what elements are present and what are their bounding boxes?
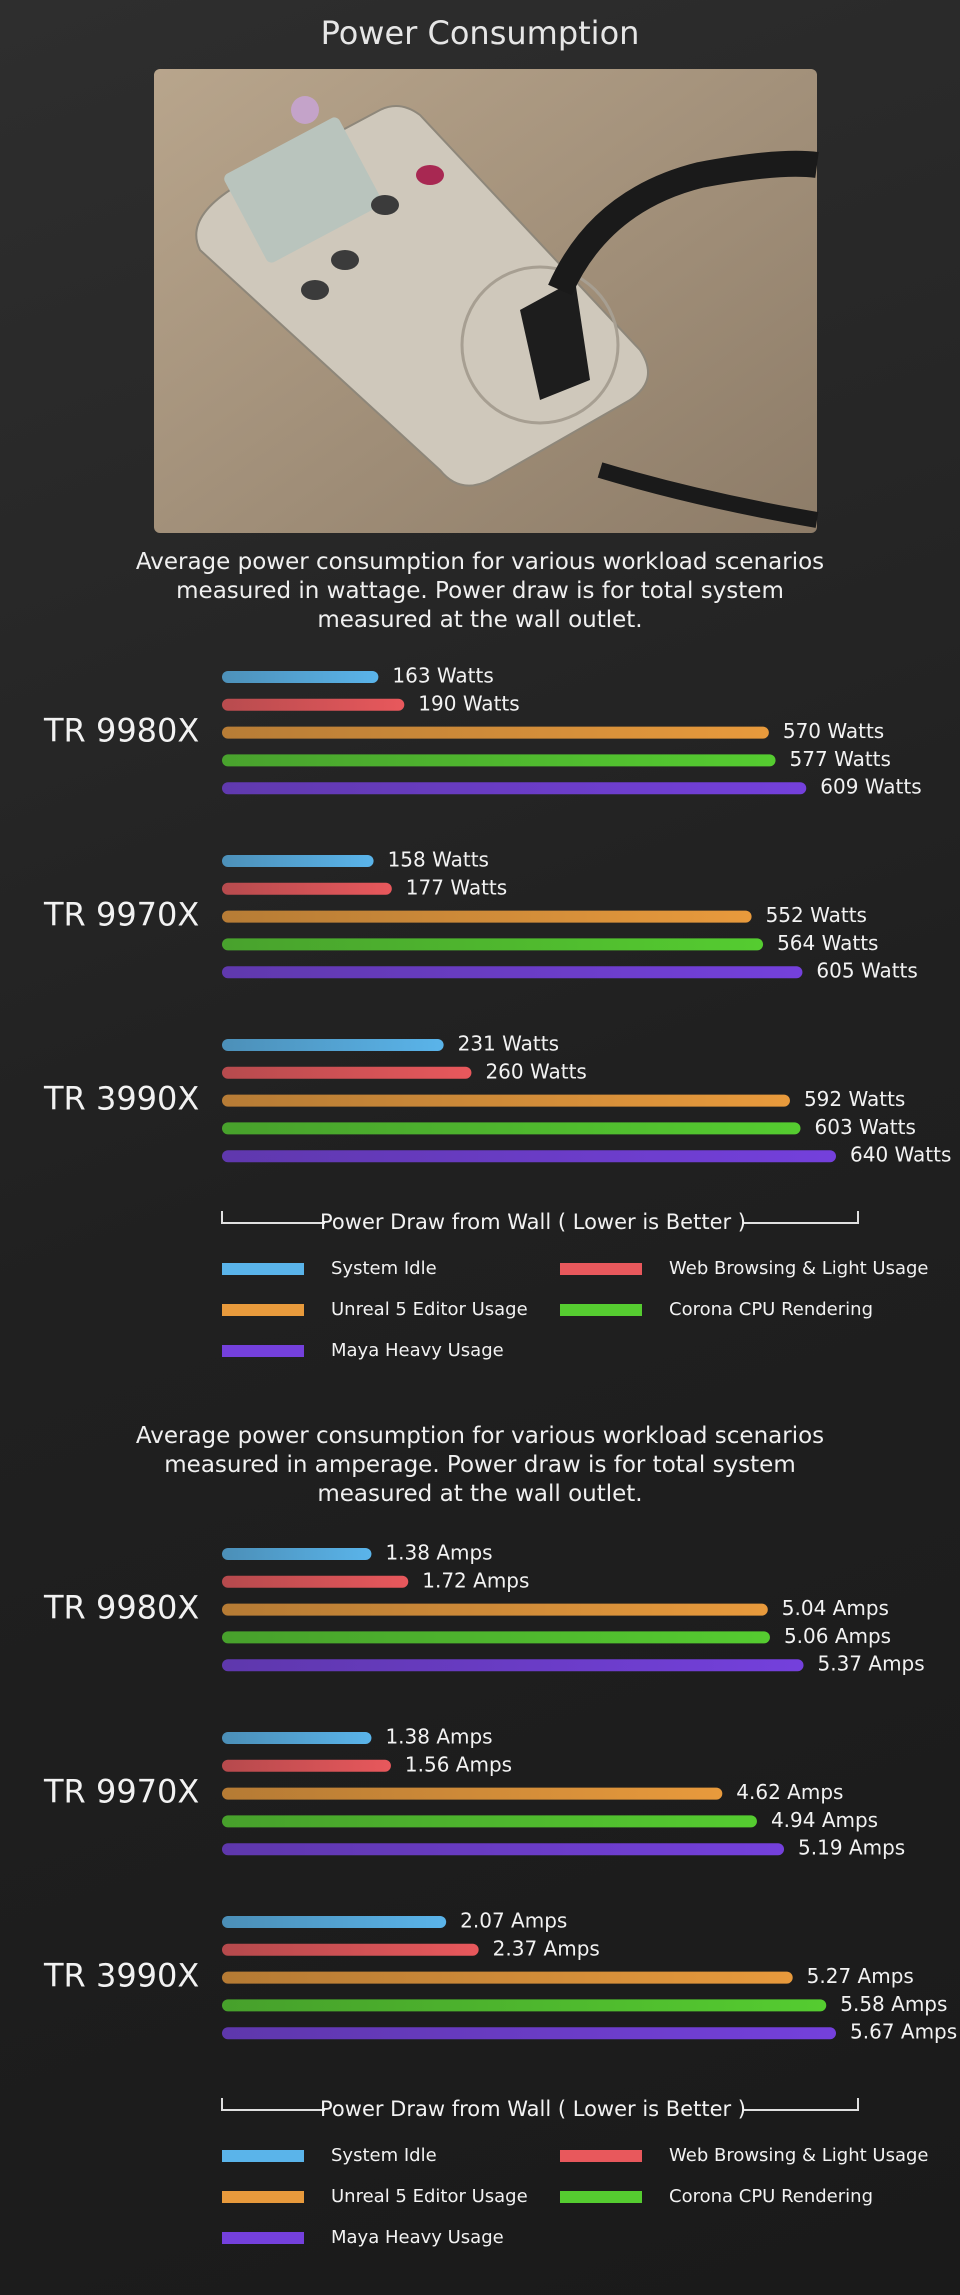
value-label: 605 Watts <box>816 959 917 983</box>
bar <box>222 855 374 867</box>
category-label: TR 3990X <box>43 1957 199 1995</box>
chart-caption: Average power consumption for various wo… <box>135 1423 825 1507</box>
value-label: 190 Watts <box>418 691 519 715</box>
category-label: TR 9970X <box>43 896 199 934</box>
value-label: 1.38 Amps <box>385 1541 492 1565</box>
bar <box>222 1759 391 1772</box>
category-label: TR 3990X <box>43 1080 199 1118</box>
axis-bracket <box>743 2098 859 2111</box>
legend-label: System Idle <box>331 1258 437 1279</box>
value-label: 5.67 Amps <box>850 2020 957 2044</box>
value-label: 570 Watts <box>783 719 884 743</box>
legend-swatch <box>560 2150 642 2162</box>
page-title: Power Consumption <box>321 14 640 52</box>
bar <box>222 1787 723 1800</box>
bar <box>222 671 379 683</box>
value-label: 2.07 Amps <box>460 1909 567 1933</box>
legend-swatch <box>222 1345 304 1357</box>
value-label: 592 Watts <box>804 1087 905 1111</box>
legend-swatch <box>560 1304 642 1316</box>
bar <box>222 1971 793 1984</box>
category-label: TR 9980X <box>43 1589 199 1627</box>
value-label: 4.62 Amps <box>736 1780 843 1804</box>
value-label: 609 Watts <box>820 775 921 799</box>
bar <box>222 1815 757 1828</box>
bar <box>222 1066 472 1079</box>
bar <box>222 966 803 979</box>
bar <box>222 1916 447 1928</box>
axis-bracket <box>221 2098 325 2111</box>
value-label: 5.37 Amps <box>818 1652 925 1676</box>
value-label: 5.58 Amps <box>840 1992 947 2016</box>
value-label: 231 Watts <box>458 1032 559 1056</box>
value-label: 577 Watts <box>790 747 891 771</box>
value-label: 640 Watts <box>850 1143 951 1167</box>
legend-swatch <box>222 2191 304 2203</box>
legend-swatch <box>560 2191 642 2203</box>
value-label: 552 Watts <box>766 903 867 927</box>
bar <box>222 1732 372 1744</box>
legend-label: System Idle <box>331 2145 437 2166</box>
bar <box>222 1659 804 1672</box>
bar <box>222 1548 372 1560</box>
axis-bracket <box>743 1211 859 1224</box>
value-label: 564 Watts <box>777 931 878 955</box>
value-label: 260 Watts <box>485 1059 586 1083</box>
value-label: 5.19 Amps <box>798 1836 905 1860</box>
legend-swatch <box>222 1304 304 1316</box>
category-label: TR 9970X <box>43 1773 199 1811</box>
bar <box>222 1150 836 1163</box>
bar <box>222 1603 768 1616</box>
bar <box>222 2027 836 2040</box>
value-label: 163 Watts <box>392 664 493 688</box>
legend-swatch <box>560 1263 642 1275</box>
bar <box>222 1943 479 1956</box>
axis-bracket <box>221 1211 325 1224</box>
bar <box>222 1843 785 1856</box>
value-label: 5.06 Amps <box>784 1624 891 1648</box>
value-label: 2.37 Amps <box>493 1936 600 1960</box>
bar <box>222 754 776 767</box>
legend-label: Unreal 5 Editor Usage <box>331 1299 528 1320</box>
legend-label: Web Browsing & Light Usage <box>669 1258 928 1279</box>
bar <box>222 1094 790 1107</box>
bar <box>222 910 752 923</box>
value-label: 177 Watts <box>406 875 507 899</box>
bar <box>222 698 405 711</box>
axis-label: Power Draw from Wall ( Lower is Better ) <box>320 2097 746 2121</box>
legend-label: Maya Heavy Usage <box>331 2227 504 2248</box>
legend-label: Web Browsing & Light Usage <box>669 2145 928 2166</box>
legend-swatch <box>222 2232 304 2244</box>
photo <box>154 69 819 533</box>
value-label: 4.94 Amps <box>771 1808 878 1832</box>
legend-label: Unreal 5 Editor Usage <box>331 2186 528 2207</box>
legend-swatch <box>222 2150 304 2162</box>
category-label: TR 9980X <box>43 712 199 750</box>
bar <box>222 882 392 895</box>
bar <box>222 1999 827 2012</box>
value-label: 1.38 Amps <box>385 1725 492 1749</box>
legend-label: Corona CPU Rendering <box>669 2186 873 2207</box>
value-label: 603 Watts <box>815 1115 916 1139</box>
legend-swatch <box>222 1263 304 1275</box>
chart-caption: Average power consumption for various wo… <box>135 549 825 633</box>
bar <box>222 782 807 795</box>
bar <box>222 726 769 739</box>
bar <box>222 1631 770 1644</box>
bar <box>222 1575 409 1588</box>
value-label: 1.72 Amps <box>422 1568 529 1592</box>
legend-label: Corona CPU Rendering <box>669 1299 873 1320</box>
value-label: 158 Watts <box>388 848 489 872</box>
legend-label: Maya Heavy Usage <box>331 1340 504 1361</box>
bar <box>222 938 764 951</box>
bar <box>222 1039 444 1051</box>
value-label: 5.04 Amps <box>782 1596 889 1620</box>
value-label: 1.56 Amps <box>405 1752 512 1776</box>
axis-label: Power Draw from Wall ( Lower is Better ) <box>320 1210 746 1234</box>
value-label: 5.27 Amps <box>807 1964 914 1988</box>
bar <box>222 1122 801 1135</box>
